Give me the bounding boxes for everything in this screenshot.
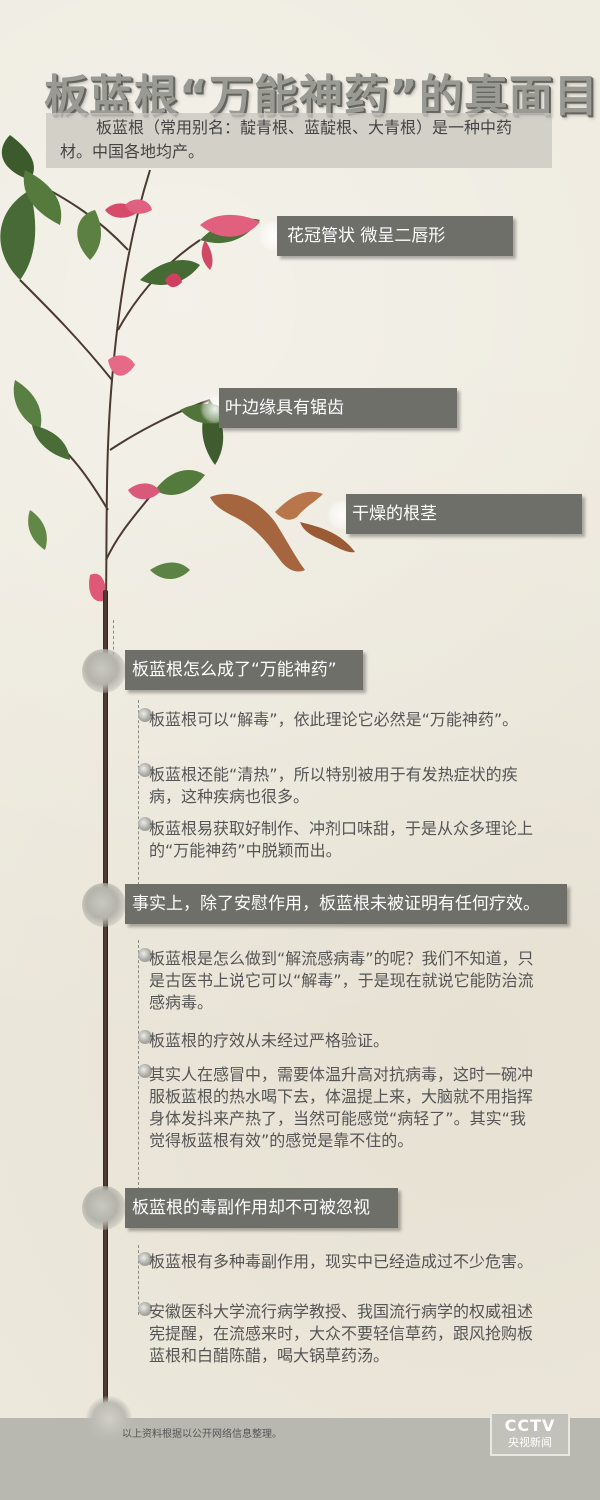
- section-paragraph: 板蓝根还能“清热”，所以特别被用于有发热症状的疾病，这种疾病也很多。: [149, 765, 518, 806]
- section-paragraph: 板蓝根是怎么做到“解流感病毒”的呢？我们不知道，只是古医书上说它可以“解毒”，于…: [149, 949, 534, 1012]
- timeline-dashed-line: [113, 620, 114, 655]
- section-marker: [82, 883, 126, 927]
- bullet-point: [138, 708, 152, 722]
- section-paragraph: 板蓝根有多种毒副作用，现实中已经造成过不少危害。: [149, 1252, 534, 1271]
- timeline-dashed-line: [138, 700, 139, 890]
- footer-marker: [86, 1396, 132, 1442]
- bullet-point: [138, 763, 152, 777]
- bullet-point: [138, 1252, 152, 1266]
- logo-bottom-text: 央视新闻: [508, 1436, 552, 1449]
- section-marker: [82, 649, 126, 693]
- section-heading: 事实上，除了安慰作用，板蓝根未被证明有任何疗效。: [125, 884, 567, 924]
- section-heading: 板蓝根的毒副作用却不可被忽视: [125, 1188, 398, 1228]
- bullet-point: [138, 817, 152, 831]
- bullet-point: [138, 1030, 152, 1044]
- timeline-dashed-line: [138, 940, 139, 1190]
- timeline-dashed-line: [138, 1245, 139, 1315]
- section-marker: [82, 1186, 126, 1230]
- timeline-stem: [103, 590, 108, 1500]
- dried-root-illustration: [210, 491, 355, 572]
- section-paragraph: 安徽医科大学流行病学教授、我国流行病学的权威祖述宪提醒，在流感来时，大众不要轻信…: [149, 1302, 534, 1365]
- section-paragraph: 其实人在感冒中，需要体温升高对抗病毒，这时一碗冲服板蓝根的热水喝下去，体温提上来…: [149, 1065, 534, 1150]
- section-paragraph: 板蓝根可以“解毒”，依此理论它必然是“万能神药”。: [149, 710, 519, 729]
- intro-text: 板蓝根（常用别名：靛青根、蓝靛根、大青根）是一种中药材。中国各地均产。: [46, 113, 552, 168]
- bullet-point: [138, 1302, 152, 1316]
- bullet-point: [138, 948, 152, 962]
- section-paragraph: 板蓝根的疗效从未经过严格验证。: [149, 1031, 390, 1050]
- flower-callout: 花冠管状 微呈二唇形: [277, 216, 513, 256]
- bullet-point: [138, 1064, 152, 1078]
- footer-note: 以上资料根据以公开网络信息整理。: [122, 1429, 282, 1440]
- section-heading: 板蓝根怎么成了“万能神药”: [125, 650, 363, 690]
- section-paragraph: 板蓝根易获取好制作、冲剂口味甜，于是从众多理论上的“万能神药”中脱颖而出。: [149, 819, 534, 860]
- leaf-callout: 叶边缘具有锯齿: [219, 388, 457, 428]
- logo-top-text: CCTV: [504, 1416, 556, 1435]
- cctv-news-logo: CCTV 央视新闻: [490, 1412, 570, 1456]
- root-callout: 干燥的根茎: [346, 494, 582, 534]
